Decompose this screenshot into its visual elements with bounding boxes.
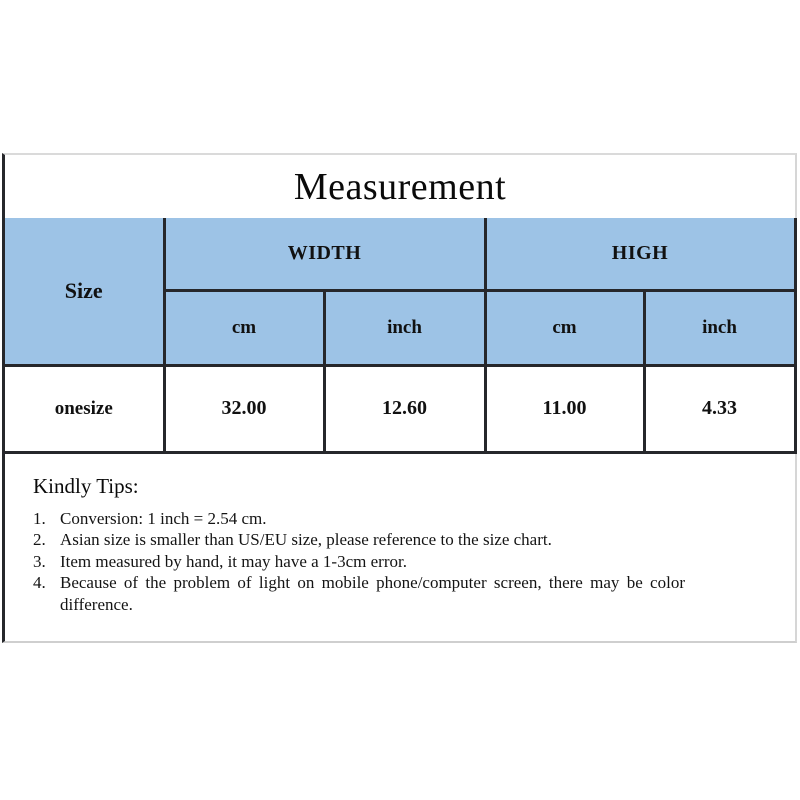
list-item: 3. Item measured by hand, it may have a … — [33, 551, 775, 573]
kindly-tips-section: Kindly Tips: 1. Conversion: 1 inch = 2.5… — [5, 454, 795, 643]
high-group-header: HIGH — [483, 218, 797, 292]
high-cm-header: cm — [483, 288, 646, 367]
tips-list: 1. Conversion: 1 inch = 2.54 cm. 2. Asia… — [33, 508, 775, 616]
tip-text: Asian size is smaller than US/EU size, p… — [60, 530, 552, 549]
width-cm-value: 32.00 — [162, 363, 326, 454]
tip-number: 2. — [33, 530, 46, 549]
tip-text: Because of the problem of light on mobil… — [60, 573, 685, 614]
high-inch-value: 4.33 — [642, 363, 797, 454]
high-cm-value: 11.00 — [483, 363, 646, 454]
width-inch-header: inch — [322, 288, 487, 367]
width-cm-header: cm — [162, 288, 326, 367]
title-row: Measurement — [5, 155, 795, 218]
width-group-header: WIDTH — [162, 218, 487, 292]
tip-number: 3. — [33, 551, 46, 571]
list-item: 4. Because of the problem of light on mo… — [33, 572, 775, 615]
width-inch-value: 12.60 — [322, 363, 487, 454]
size-table: Size WIDTH HIGH cm inch cm inch onesize … — [5, 218, 797, 454]
size-corner-header: Size — [5, 218, 166, 367]
list-item: 2. Asian size is smaller than US/EU size… — [33, 529, 775, 551]
row-size-label: onesize — [5, 363, 166, 454]
high-inch-header: inch — [642, 288, 797, 367]
table-row: onesize 32.00 12.60 11.00 4.33 — [5, 363, 797, 454]
tip-number: 4. — [33, 573, 46, 592]
list-item: 1. Conversion: 1 inch = 2.54 cm. — [33, 508, 775, 530]
tip-number: 1. — [33, 508, 46, 528]
page-title: Measurement — [293, 165, 507, 208]
tips-heading: Kindly Tips: — [33, 473, 139, 498]
tip-text: Conversion: 1 inch = 2.54 cm. — [60, 508, 267, 528]
tip-text: Item measured by hand, it may have a 1-3… — [60, 551, 407, 571]
measurement-panel: Measurement Size WIDTH HIGH cm inch cm i… — [2, 153, 797, 643]
